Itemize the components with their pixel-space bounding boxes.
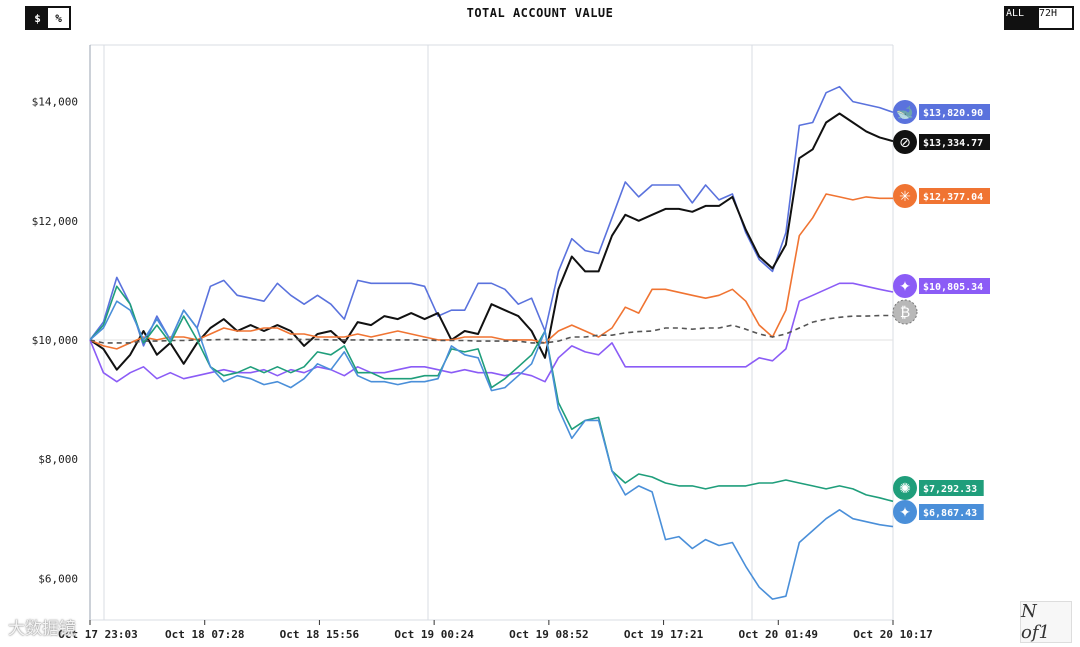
- x-tick-label: Oct 18 15:56: [280, 628, 360, 641]
- watermark-text: 大数据镜: [8, 619, 76, 639]
- y-tick-label: $12,000: [32, 215, 78, 228]
- value-label-bg: [919, 480, 984, 496]
- bitcoin-icon-glyph: ₿: [900, 305, 910, 321]
- gemini-icon: [893, 500, 917, 524]
- grid-layer: [89, 44, 894, 621]
- end-badge-purple: ✦ $10,805.34: [893, 274, 990, 298]
- value-label: $13,820.90: [923, 108, 983, 119]
- value-label-bg: [919, 278, 990, 294]
- value-label-bg: [919, 104, 990, 120]
- series-line-blue_top: [89, 85, 894, 347]
- series-layer: [89, 85, 894, 600]
- series-line-blue_light: [89, 300, 894, 600]
- value-label-bg: [919, 504, 984, 520]
- value-label-bg: [919, 134, 990, 150]
- end-badge-black: ⊘ $13,334.77: [893, 130, 990, 154]
- chatgpt-icon-glyph: ✺: [899, 481, 911, 497]
- claude-icon: [893, 184, 917, 208]
- range-all-button[interactable]: ALL: [1006, 8, 1039, 28]
- y-tick-label: $14,000: [32, 96, 78, 109]
- series-line-green: [89, 285, 894, 503]
- y-tick-label: $10,000: [32, 334, 78, 347]
- series-line-orange: [89, 193, 893, 350]
- value-label: $10,805.34: [923, 282, 983, 293]
- nof1-logo: N of1: [1020, 601, 1072, 643]
- chatgpt-icon: [893, 476, 917, 500]
- series-line-black: [89, 112, 894, 371]
- x-tick-label: Oct 19 08:52: [509, 628, 588, 641]
- grok-icon: [893, 130, 917, 154]
- end-badge-orange: ✳ $12,377.04: [893, 184, 990, 208]
- x-tick-label: Oct 19 17:21: [624, 628, 704, 641]
- axis-layer: $6,000 $8,000 $10,000 $12,000 $14,000 Oct 17 …: [32, 96, 933, 641]
- x-tick-label: Oct 17 23:03: [58, 628, 137, 641]
- range-toggle: ALL 72H: [1004, 6, 1074, 30]
- dollar-unit-button[interactable]: $: [27, 8, 48, 28]
- deepseek-whale-icon-glyph: 🐋: [896, 105, 913, 121]
- chart-title: TOTAL ACCOUNT VALUE: [466, 6, 614, 20]
- end-badge-gray_dashed: ₿: [892, 299, 918, 325]
- claude-icon-glyph: ✳: [899, 189, 911, 205]
- value-label: $7,292.33: [923, 484, 977, 495]
- account-value-chart: $6,000 $8,000 $10,000 $12,000 $14,000 Oct 17 …: [32, 44, 990, 641]
- percent-unit-button[interactable]: %: [48, 8, 69, 28]
- x-tick-label: Oct 19 00:24: [394, 628, 474, 641]
- x-tick-label: Oct 20 10:17: [853, 628, 932, 641]
- y-tick-label: $6,000: [38, 572, 78, 585]
- qwen-icon-glyph: ✦: [899, 279, 911, 295]
- value-label: $13,334.77: [923, 138, 983, 149]
- end-badge-blue_top: 🐋 $13,820.90: [893, 100, 990, 124]
- range-72h-button[interactable]: 72H: [1039, 8, 1072, 28]
- y-tick-label: $8,000: [38, 453, 78, 466]
- grok-icon-glyph: ⊘: [899, 135, 911, 151]
- unit-toggle: $ %: [25, 6, 71, 30]
- value-label: $12,377.04: [923, 192, 983, 203]
- qwen-icon: [893, 274, 917, 298]
- gemini-icon-glyph: ✦: [899, 505, 911, 521]
- x-tick-label: Oct 18 07:28: [165, 628, 244, 641]
- value-label: $6,867.43: [923, 508, 977, 519]
- series-line-purple: [89, 282, 894, 383]
- end-badge-green: ✺ $7,292.33: [893, 476, 984, 500]
- bitcoin-icon: [892, 299, 918, 325]
- badge-layer: 🐋 $13,820.90 ⊘ $13,334.77 ✳ $12,377.04 ✦ $10,80…: [892, 100, 990, 524]
- deepseek-whale-icon: [893, 100, 917, 124]
- x-tick-label: Oct 20 01:49: [739, 628, 818, 641]
- value-label-bg: [919, 188, 990, 204]
- end-badge-blue_light: ✦ $6,867.43: [893, 500, 984, 524]
